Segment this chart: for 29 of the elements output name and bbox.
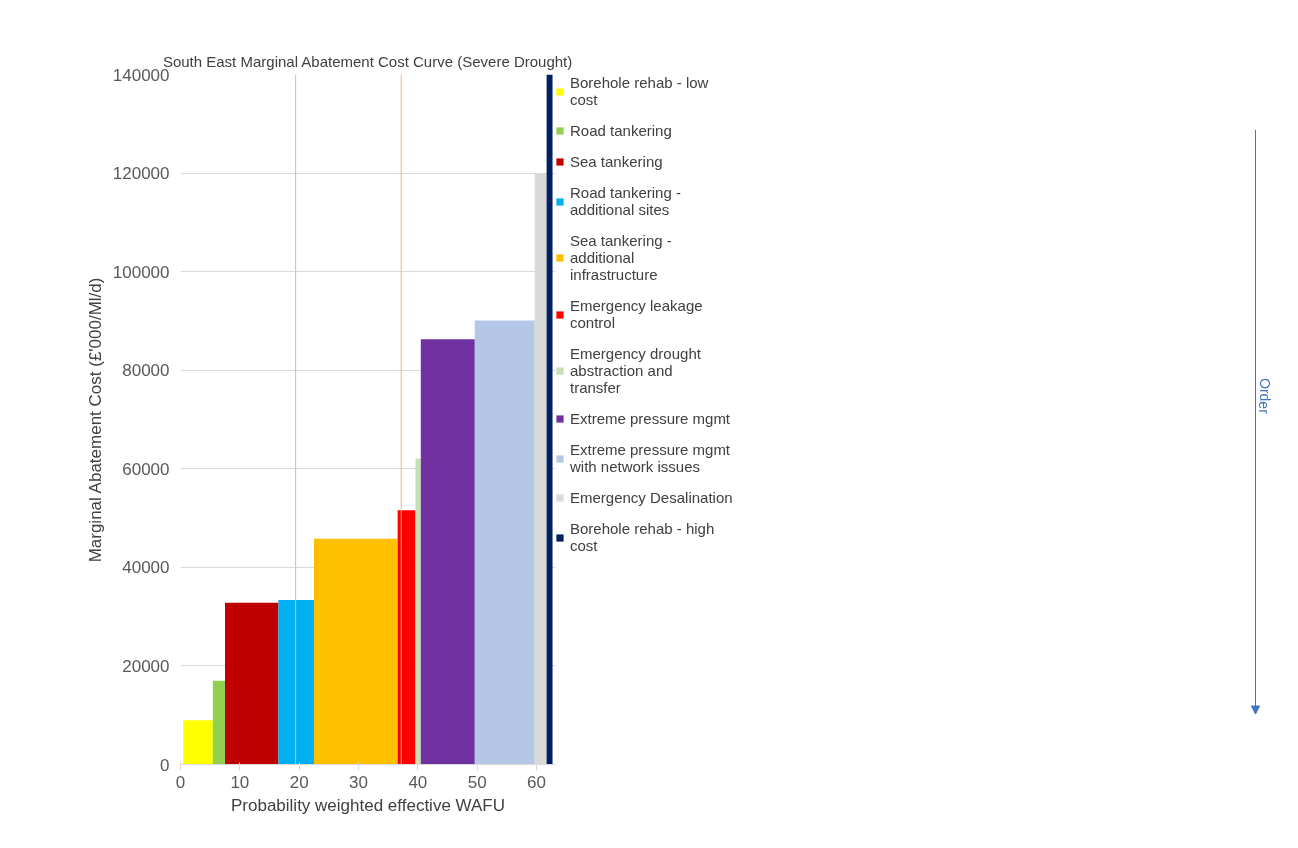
legend-label: Sea tankering xyxy=(570,153,664,170)
legend-label: Emergency drought abstraction and transfer xyxy=(570,345,702,396)
x-tick-label: 10 xyxy=(230,772,250,792)
legend-label: Sea tankering - additional infrastructure xyxy=(570,232,673,283)
y-tick-label: 0 xyxy=(160,755,170,775)
y-tick-label: 40000 xyxy=(122,558,170,578)
legend-label: Emergency leakage control xyxy=(570,297,704,331)
y-axis-title: Marginal Abatement Cost (£'000/Ml/d) xyxy=(85,277,105,563)
x-tick-label: 0 xyxy=(175,772,186,792)
legend-label: Borehole rehab - high cost xyxy=(570,520,716,554)
y-tick-label: 60000 xyxy=(122,459,170,479)
legend-label: Road tankering - additional sites xyxy=(570,184,682,218)
y-tick-label: 100000 xyxy=(112,262,170,282)
x-tick-label: 30 xyxy=(349,772,368,792)
chart-title: South East Marginal Abatement Cost Curve (Severe Drought) xyxy=(162,52,573,70)
legend-label: Borehole rehab - low cost xyxy=(570,74,710,108)
text: Order xyxy=(1256,378,1273,415)
x-tick-label: 20 xyxy=(289,772,309,792)
x-tick-label: 50 xyxy=(467,772,487,792)
y-tick-label: 80000 xyxy=(122,361,170,381)
legend-label: Emergency Desalination xyxy=(570,489,734,506)
x-tick-label: 60 xyxy=(527,772,546,792)
x-tick-label: 40 xyxy=(408,772,428,792)
x-axis-title: Probability weighted effective WAFU xyxy=(231,795,506,815)
legend-label: Extreme pressure mgmt with network issues xyxy=(570,441,732,475)
y-tick-label: 20000 xyxy=(122,656,170,676)
legend-label: Extreme pressure mgmt xyxy=(570,410,732,427)
y-tick-label: 120000 xyxy=(112,164,170,184)
legend-label: Road tankering xyxy=(570,122,673,139)
